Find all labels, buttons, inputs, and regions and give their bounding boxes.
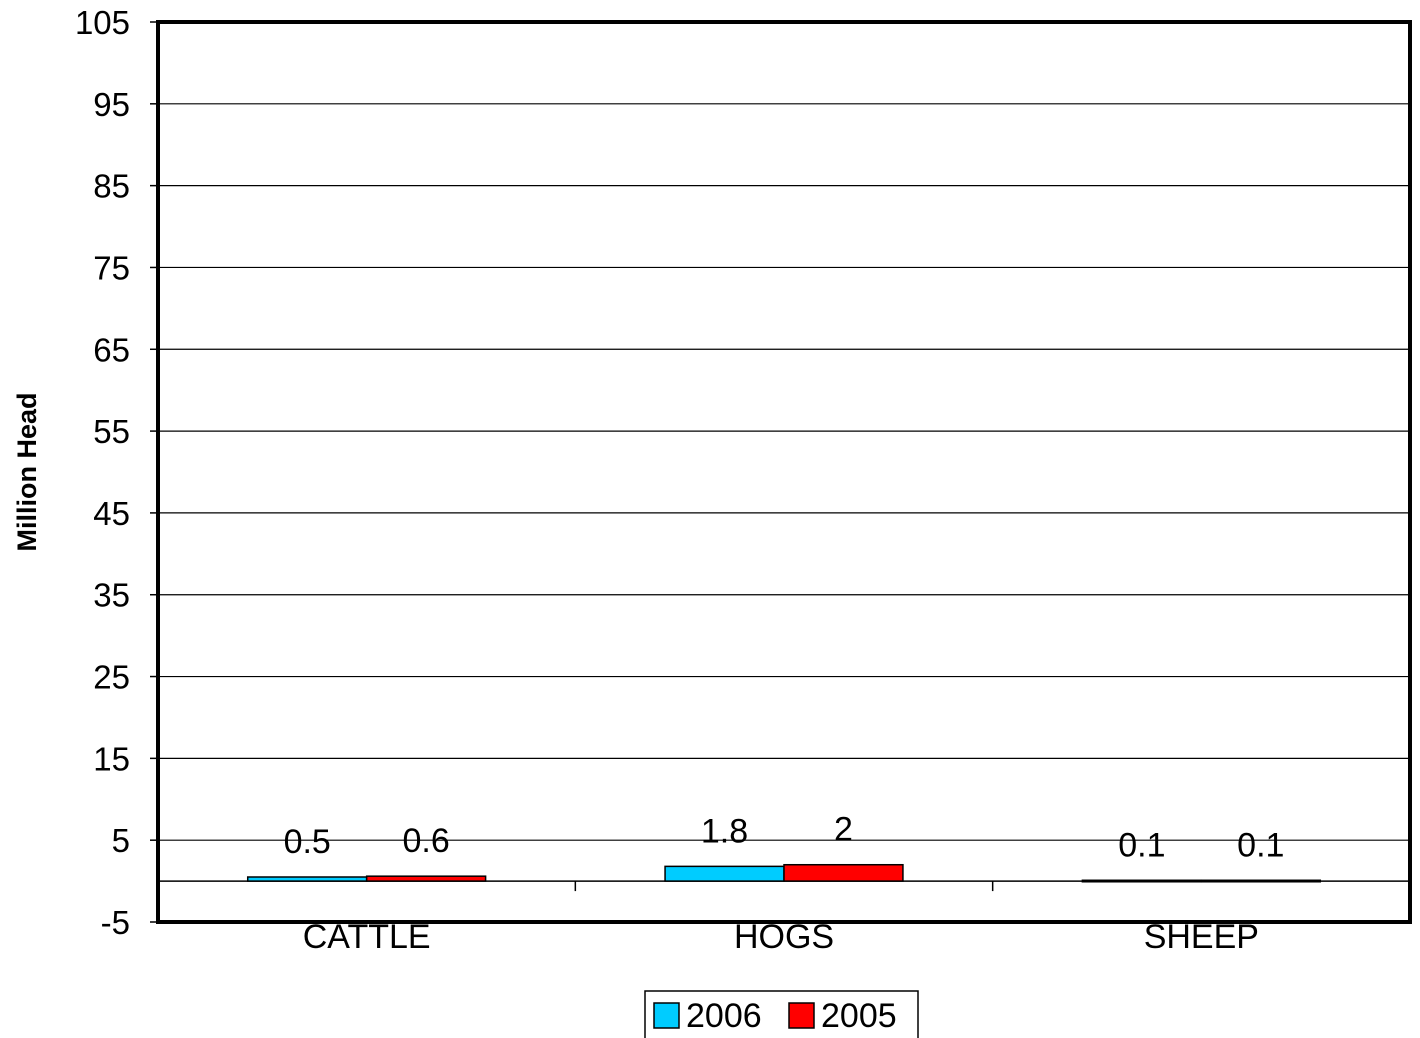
y-tick-label: 75 [93, 249, 130, 286]
bars [246, 863, 1322, 883]
legend-box [644, 990, 919, 1038]
data-label-cattle-2006: 0.5 [284, 823, 331, 861]
bar-sheep-2006 [1081, 879, 1203, 883]
legend-swatch-2006 [653, 1002, 680, 1029]
y-tick-label: 105 [75, 4, 130, 41]
y-tick-label: 95 [93, 86, 130, 123]
bar-sheep-2005 [1200, 879, 1322, 883]
y-tick-label: 5 [112, 822, 130, 859]
bar-hogs-2006 [664, 865, 785, 882]
data-label-cattle-2005: 0.6 [403, 822, 450, 860]
data-label-hogs-2006: 1.8 [701, 812, 748, 850]
legend: 2006 2005 [644, 990, 919, 1038]
bar-cattle-2006 [246, 876, 368, 882]
legend-swatch-2005 [788, 1002, 815, 1029]
y-tick-label: 35 [93, 577, 130, 614]
bar-cattle-2005 [365, 875, 487, 882]
x-tick-label-cattle: CATTLE [303, 918, 431, 956]
y-tick-label: 45 [93, 495, 130, 532]
y-tick-label: 65 [93, 331, 130, 368]
y-axis-ticks: -5 5 15 25 35 45 55 65 75 85 95 105 [75, 4, 158, 941]
y-tick-label: -5 [101, 904, 130, 941]
data-label-hogs-2005: 2 [834, 811, 853, 849]
plot-area-border [156, 20, 1412, 924]
bar-hogs-2005 [783, 863, 904, 882]
legend-label-2006: 2006 [686, 997, 762, 1035]
y-axis-label: Million Head [12, 392, 42, 551]
data-label-sheep-2006: 0.1 [1118, 826, 1165, 864]
data-labels: 0.5 0.6 1.8 2 0.1 0.1 [284, 811, 1285, 865]
y-tick-label: 85 [93, 168, 130, 205]
y-tick-label: 25 [93, 659, 130, 696]
y-tick-label: 15 [93, 740, 130, 777]
y-tick-label: 55 [93, 413, 130, 450]
legend-label-2005: 2005 [821, 997, 897, 1035]
x-tick-label-sheep: SHEEP [1144, 918, 1259, 956]
x-tick-label-hogs: HOGS [734, 918, 834, 956]
data-label-sheep-2005: 0.1 [1237, 826, 1284, 864]
x-axis-ticks: CATTLE HOGS SHEEP [303, 881, 1259, 956]
gridlines [158, 103, 1410, 882]
